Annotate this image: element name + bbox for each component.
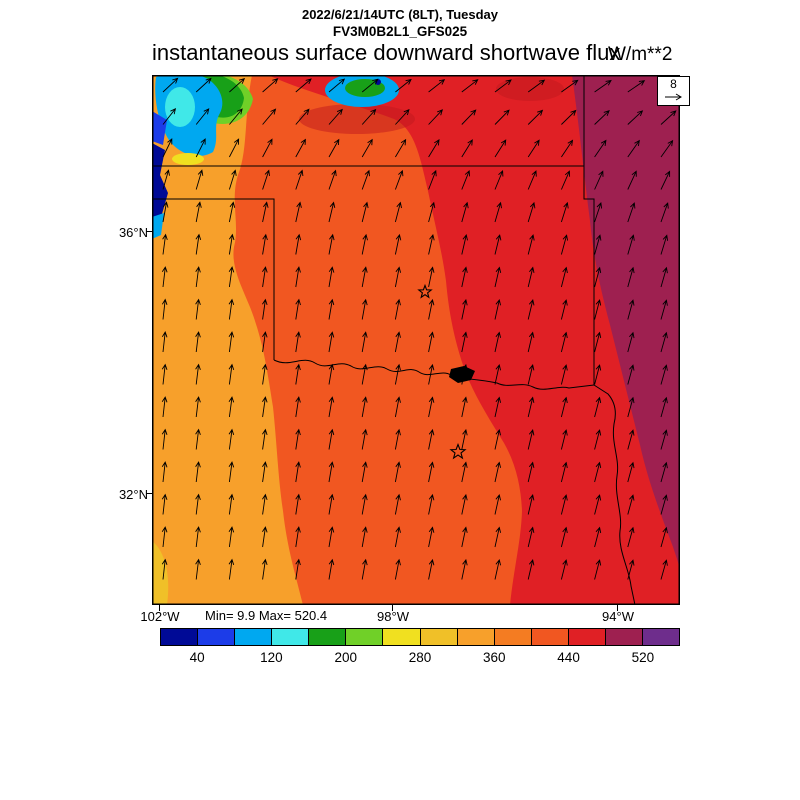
cloud-patch-green-top <box>345 79 385 97</box>
colorbar-segment <box>382 628 421 646</box>
colorbar-segment <box>419 628 458 646</box>
colorbar-tick-label: 40 <box>189 650 205 665</box>
colorbar-segment <box>604 628 644 646</box>
contour-region-gold <box>152 541 169 605</box>
red-river <box>273 359 595 390</box>
colorbar-segment <box>160 628 199 646</box>
lon-label-98w: 98°W <box>377 609 409 624</box>
colorbar-segment <box>345 628 384 646</box>
colorbar-tick-label: 360 <box>483 650 506 665</box>
lake-texoma <box>449 366 475 383</box>
colorbar-segment <box>642 628 681 646</box>
colorbar-tick-label: 520 <box>631 650 655 665</box>
model-title: FV3M0B2L1_GFS025 <box>332 24 468 39</box>
cloud-patch-cyan-small <box>152 213 164 239</box>
map-frame <box>152 75 680 605</box>
city-star <box>417 283 433 299</box>
contour-patch-dark-red <box>496 77 564 101</box>
colorbar-segment <box>567 628 606 646</box>
axis-tick <box>159 605 160 611</box>
colorbar-segment <box>271 628 310 646</box>
colorbar-segment <box>197 628 236 646</box>
colorbar-segment <box>530 628 569 646</box>
lat-label-32n: 32°N <box>118 487 148 502</box>
colorbar-labels: 40 120 200 280 360 440 520 <box>160 650 680 666</box>
lon-label-94w: 94°W <box>602 609 634 624</box>
cloud-patch-light-cyan <box>165 87 195 127</box>
colorbar-segment <box>456 628 495 646</box>
wind-reference-arrow-icon <box>664 93 682 101</box>
colorbar-segment <box>308 628 347 646</box>
map-canvas <box>152 75 680 605</box>
axis-tick <box>146 231 152 232</box>
plot-title: instantaneous surface downward shortwave… <box>152 40 621 65</box>
contour-patch-dark-red <box>299 104 415 134</box>
city-star <box>449 442 467 460</box>
lon-label-102w: 102°W <box>140 609 180 624</box>
wind-arrows <box>161 77 679 580</box>
colorbar <box>160 628 681 646</box>
colorbar-tick-label: 200 <box>334 650 357 665</box>
texas-arkansas-louisiana-border <box>593 384 636 605</box>
axis-tick <box>617 605 618 611</box>
colorbar-tick-label: 440 <box>557 650 580 665</box>
state-borders <box>152 75 636 605</box>
colorbar-segment <box>234 628 273 646</box>
axis-tick <box>146 493 152 494</box>
colorbar-tick-label: 280 <box>408 650 432 665</box>
colorbar-segment <box>493 628 532 646</box>
lat-label-36n: 36°N <box>118 225 148 240</box>
units-label: W/m**2 <box>608 44 673 65</box>
wind-reference-box: 8 <box>657 76 690 106</box>
datetime-title: 2022/6/21/14UTC (8LT), Tuesday <box>301 7 499 22</box>
wind-reference-value: 8 <box>670 77 677 91</box>
colorbar-tick-label: 120 <box>260 650 283 665</box>
min-max-label: Min= 9.9 Max= 520.4 <box>205 608 328 623</box>
cloud-patch-yellow <box>172 153 204 165</box>
city-star-markers <box>417 283 467 460</box>
cloud-patch-blue <box>152 111 167 145</box>
contour-region-red <box>268 75 680 605</box>
contour-region-maroon <box>572 75 680 573</box>
axis-tick <box>392 605 393 611</box>
